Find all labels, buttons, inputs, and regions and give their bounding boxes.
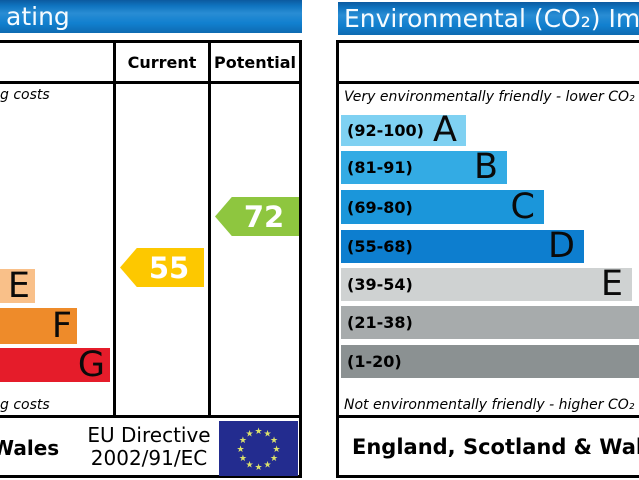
co2-band-f-range: (21-38) — [347, 313, 413, 332]
left-table-top-border — [0, 40, 302, 43]
potential-rating-arrow: 72 — [215, 197, 299, 236]
right-footer-region-label: England, Scotland & Wales — [352, 434, 639, 459]
svg-text:★: ★ — [272, 445, 280, 455]
co2-band-b-bar: (81-91) B — [341, 151, 507, 184]
right-table-top-border — [336, 40, 639, 43]
svg-text:★: ★ — [239, 454, 247, 464]
co2-band-a-range: (92-100) — [347, 121, 424, 140]
energy-band-f-bar: F — [0, 308, 77, 344]
left-footer-region-label: Wales — [0, 436, 60, 460]
co2-band-b-range: (81-91) — [347, 158, 413, 177]
energy-rating-title-bar: ating — [0, 0, 302, 33]
svg-text:★: ★ — [245, 429, 253, 439]
co2-band-e-letter: E — [600, 268, 623, 301]
co2-band-g-bar: (1-20) — [341, 345, 639, 378]
svg-text:★: ★ — [245, 461, 253, 471]
right-table-left-border — [336, 40, 339, 478]
right-table-bottom-border — [336, 415, 639, 418]
eu-directive-label: EU Directive 2002/91/EC — [60, 419, 238, 475]
right-top-note: Very environmentally friendly - lower CO… — [344, 89, 635, 105]
co2-band-e-bar: (39-54) E — [341, 268, 632, 301]
left-table-right-border — [299, 40, 302, 478]
co2-band-e-range: (39-54) — [347, 275, 413, 294]
svg-text:★: ★ — [263, 429, 271, 439]
energy-band-g-bar: G — [0, 344, 110, 385]
svg-text:★: ★ — [236, 445, 244, 455]
energy-band-f-letter: F — [51, 305, 72, 346]
co2-band-g-range: (1-20) — [347, 352, 402, 371]
co2-band-d-letter: D — [548, 230, 575, 263]
left-table-header-border — [0, 81, 302, 84]
svg-text:★: ★ — [263, 461, 271, 471]
co2-band-c-letter: C — [510, 190, 535, 224]
co2-band-c-bar: (69-80) C — [341, 190, 544, 224]
co2-rating-title-bar: Environmental (CO₂) Im — [338, 2, 639, 35]
co2-band-c-range: (69-80) — [347, 197, 413, 217]
co2-band-a-bar: (92-100) A — [341, 115, 466, 146]
energy-rating-title: ating — [6, 2, 70, 31]
current-column-header: Current — [127, 52, 197, 72]
left-top-note: g costs — [0, 87, 50, 103]
svg-text:★: ★ — [270, 454, 278, 464]
energy-band-e-letter: E — [7, 265, 30, 306]
svg-text:★: ★ — [254, 463, 262, 473]
co2-band-b-letter: B — [473, 151, 498, 184]
left-table-col1-border — [113, 40, 116, 418]
co2-band-f-bar: (21-38) — [341, 306, 639, 339]
right-bottom-note: Not environmentally friendly - higher CO… — [344, 397, 635, 413]
co2-band-d-bar: (55-68) D — [341, 230, 584, 263]
co2-band-a-letter: A — [433, 115, 457, 146]
svg-text:★: ★ — [270, 436, 278, 446]
co2-rating-title: Environmental (CO₂) Im — [344, 4, 639, 33]
svg-text:★: ★ — [239, 436, 247, 446]
eu-flag-icon: ★ ★ ★ ★ ★ ★ ★ ★ ★ ★ ★ ★ — [219, 421, 298, 476]
left-table-bottom-border — [0, 415, 302, 418]
eu-directive-line2: 2002/91/EC — [90, 446, 208, 470]
energy-band-e-bar: E — [0, 265, 35, 306]
eu-directive-line1: EU Directive — [87, 423, 211, 447]
current-rating-arrow: 55 — [120, 248, 204, 287]
potential-column-header: Potential — [213, 52, 297, 72]
right-table-header-border — [336, 81, 639, 84]
left-bottom-note: g costs — [0, 397, 50, 413]
left-table-col2-border — [208, 40, 211, 418]
left-footer-bottom-border — [0, 475, 302, 478]
energy-band-g-letter: G — [77, 344, 105, 385]
svg-text:★: ★ — [254, 427, 262, 437]
current-rating-value: 55 — [148, 250, 190, 285]
co2-band-d-range: (55-68) — [347, 237, 413, 256]
potential-rating-value: 72 — [243, 199, 285, 234]
right-footer-bottom-border — [336, 475, 639, 478]
